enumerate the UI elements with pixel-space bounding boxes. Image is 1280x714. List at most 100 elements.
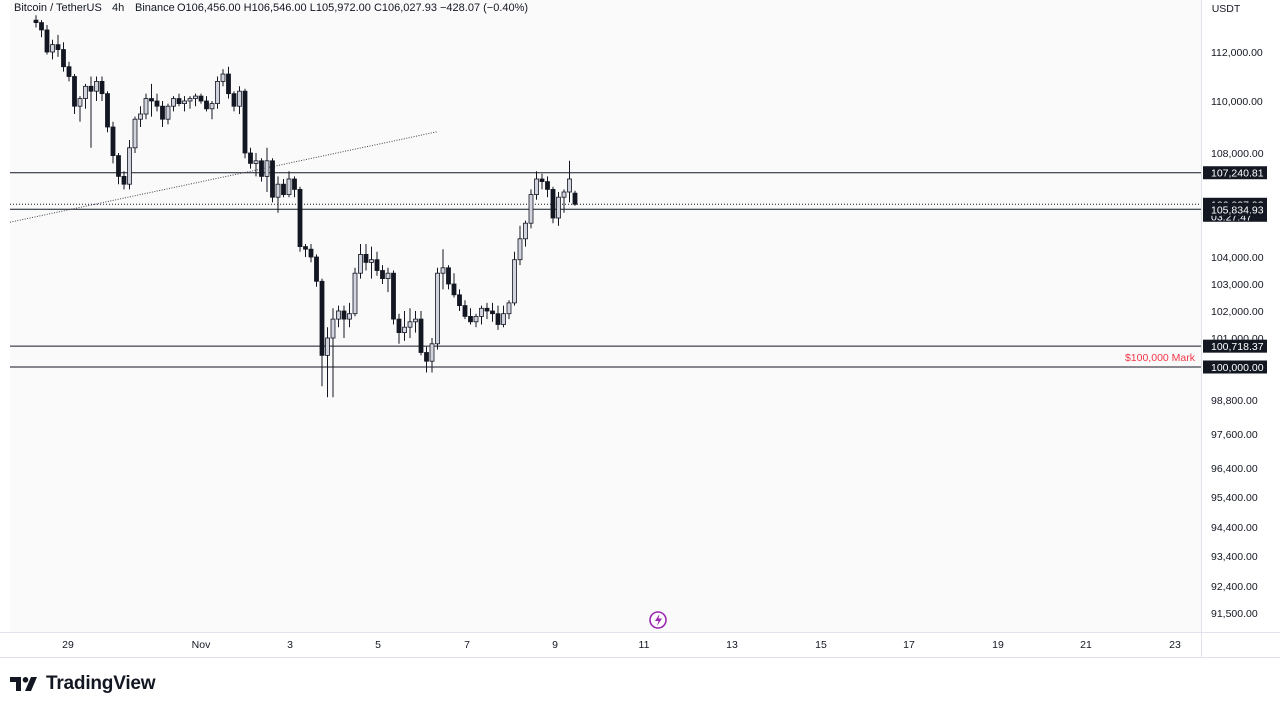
candle[interactable] [204,96,209,112]
candle[interactable] [330,308,336,398]
candle[interactable] [83,83,88,109]
price-tag[interactable]: 100,718.37 [1203,339,1267,354]
candle[interactable] [363,244,369,271]
candle[interactable] [127,140,132,190]
candle[interactable] [99,76,105,102]
candle[interactable] [347,302,352,328]
candle[interactable] [193,93,198,107]
price-tag[interactable]: 105,834.93 [1203,202,1267,217]
candle[interactable] [286,171,292,198]
candle[interactable] [226,66,231,99]
candle[interactable] [154,93,160,112]
candle[interactable] [391,270,396,325]
candle[interactable] [44,25,50,55]
candle[interactable] [50,39,55,60]
candle[interactable] [264,147,270,192]
candle[interactable] [506,300,512,320]
candle[interactable] [138,106,143,127]
candle[interactable] [39,20,44,38]
candle[interactable] [72,74,77,114]
candle[interactable] [220,69,226,87]
candle[interactable] [545,176,550,198]
candle[interactable] [88,76,94,148]
candle[interactable] [143,93,149,120]
candle[interactable] [253,153,259,177]
price-tag[interactable]: 100,000.00 [1203,360,1267,375]
candle[interactable] [149,83,154,117]
candle[interactable] [567,160,572,203]
candle[interactable] [165,103,171,125]
candle[interactable] [275,176,281,213]
candle[interactable] [457,289,462,311]
tradingview-logo[interactable]: TradingView [10,670,156,698]
candle[interactable] [297,186,303,252]
candle[interactable] [336,305,341,328]
candle[interactable] [358,244,363,279]
candle[interactable] [105,91,110,133]
plot-area[interactable] [10,0,1201,632]
candle[interactable] [94,76,99,102]
candle[interactable] [523,220,528,247]
candle[interactable] [468,308,473,325]
candle[interactable] [561,189,567,213]
candle[interactable] [352,267,358,317]
candle[interactable] [451,273,457,298]
candle[interactable] [473,313,479,328]
candle[interactable] [550,186,556,224]
candle[interactable] [61,42,66,72]
candle[interactable] [385,267,391,293]
candle[interactable] [55,34,61,57]
candle[interactable] [319,278,325,387]
candle[interactable] [121,171,127,190]
candle[interactable] [314,254,319,287]
candle[interactable] [187,96,193,109]
candle[interactable] [490,302,495,322]
candle[interactable] [259,158,264,182]
candle[interactable] [572,190,578,206]
candle[interactable] [402,311,407,341]
candle[interactable] [303,244,308,257]
candle[interactable] [429,338,435,373]
candle[interactable] [556,192,561,226]
currency-label[interactable]: USDT [1212,3,1241,15]
candle[interactable] [66,61,72,82]
candle[interactable] [369,246,374,279]
price-tag[interactable]: 107,240.81 [1203,166,1267,180]
candle[interactable] [116,153,121,185]
candle[interactable] [528,189,534,229]
candle[interactable] [396,313,402,344]
candle[interactable] [446,265,451,290]
candle[interactable] [171,96,176,112]
candle[interactable] [132,116,138,153]
candle[interactable] [424,346,429,373]
candle[interactable] [517,225,523,266]
candle[interactable] [176,93,182,107]
candle[interactable] [248,147,253,169]
candle[interactable] [160,101,165,127]
candle[interactable] [495,305,501,330]
candle[interactable] [110,121,116,164]
candle[interactable] [418,311,424,356]
candle[interactable] [479,305,484,325]
candle[interactable] [209,101,215,120]
candle[interactable] [501,305,506,328]
candle[interactable] [231,91,237,112]
candle[interactable] [281,179,286,198]
candle[interactable] [380,265,385,284]
candle[interactable] [484,302,490,320]
trend-line[interactable] [9,131,439,223]
candle[interactable] [435,267,440,350]
candle[interactable] [308,244,314,263]
candle[interactable] [462,300,468,320]
candle[interactable] [539,173,545,190]
candle[interactable] [512,251,517,306]
candle[interactable] [215,76,220,109]
candle[interactable] [341,305,347,338]
candle[interactable] [198,93,204,104]
candle[interactable] [237,86,242,114]
candle[interactable] [534,171,539,200]
candle[interactable] [182,96,187,112]
candle[interactable] [374,251,380,276]
